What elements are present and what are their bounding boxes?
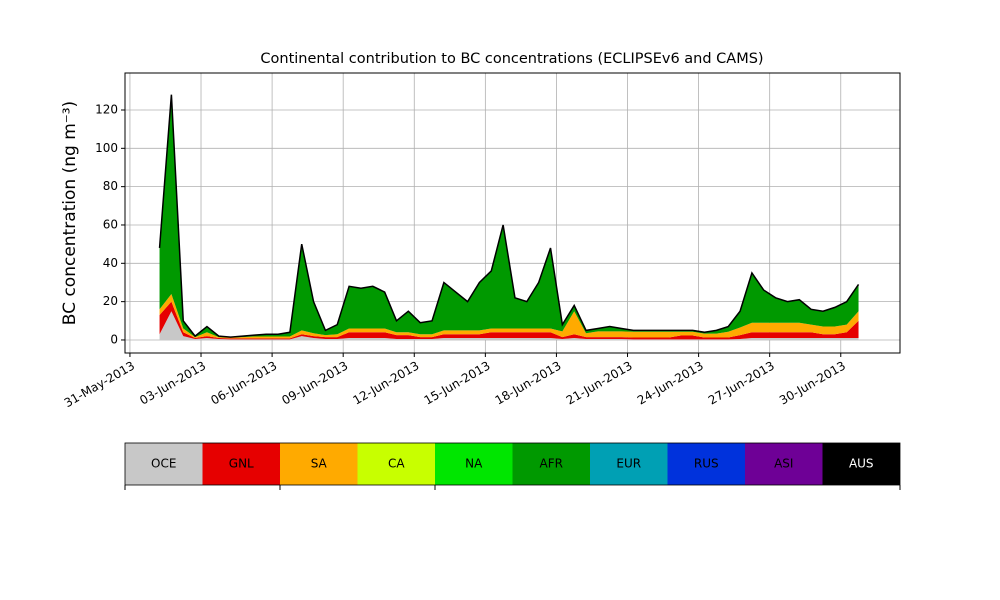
legend-swatch [512,443,590,485]
total-outline [158,94,860,338]
legend-label: CA [388,457,405,471]
legend-label: OCE [151,457,176,471]
plot-frame [124,72,901,354]
x-tick-label: 24-Jun-2013 [635,359,706,408]
legend-swatch [280,443,358,485]
legend-swatch [202,443,280,485]
legend-label: ASI [774,457,793,471]
y-tick-label: 60 [103,217,118,231]
x-tick-label: 15-Jun-2013 [422,359,493,408]
y-tick-label: 40 [103,256,118,270]
x-tick-label: 30-Jun-2013 [777,359,848,408]
x-tick-label: 27-Jun-2013 [706,359,777,408]
x-tick-label: 21-Jun-2013 [564,359,635,408]
legend-label: EUR [616,457,641,471]
y-tick-label: 120 [95,102,118,116]
legend-label: SA [311,457,328,471]
area [159,301,859,340]
chart-title: Continental contribution to BC concentra… [260,51,763,67]
legend-label: RUS [694,457,719,471]
x-tick-label: 03-Jun-2013 [137,359,208,408]
y-tick-label: 100 [95,141,118,155]
area [159,293,859,339]
legend-label: NA [465,457,483,471]
legend-label: AUS [849,457,874,471]
legend-frame [124,442,901,486]
legend-swatch [590,443,668,485]
legend-label: AFR [540,457,563,471]
legend-label: GNL [229,457,254,471]
x-tick-label: 12-Jun-2013 [351,359,422,408]
y-tick-label: 20 [103,294,118,308]
legend-swatch [435,443,513,485]
y-tick-label: 0 [110,332,118,346]
x-tick-label: 18-Jun-2013 [493,359,564,408]
y-axis-label: BC concentration (ng m⁻³) [60,101,80,325]
legend-swatch [125,443,203,485]
legend-swatch [357,443,435,485]
x-tick-label: 06-Jun-2013 [208,359,279,408]
x-tick-label: 09-Jun-2013 [279,359,350,408]
x-tick-label: 31-May-2013 [62,359,137,411]
legend-swatch [667,443,745,485]
legend-swatch [745,443,823,485]
legend-swatch [822,443,900,485]
y-tick-label: 80 [103,179,118,193]
area [159,94,859,338]
